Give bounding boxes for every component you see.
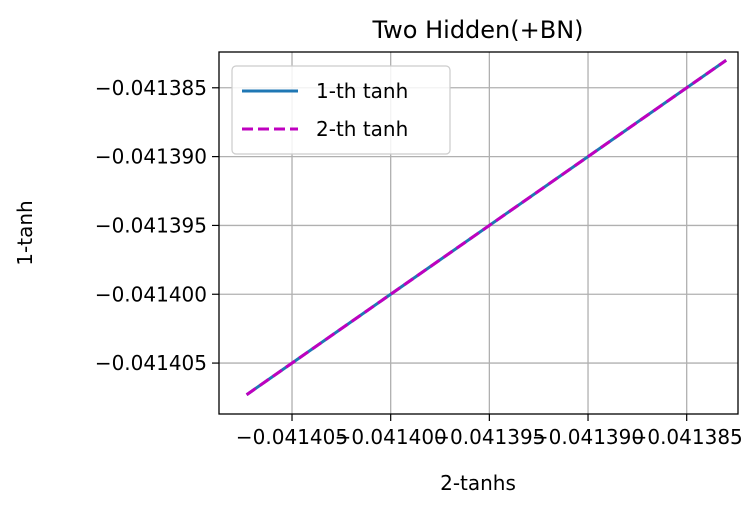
plot-frame bbox=[218, 51, 739, 415]
x-tick-label: −0.041385 bbox=[631, 425, 743, 449]
x-tick-label: −0.041395 bbox=[433, 425, 545, 449]
series-lines bbox=[245, 59, 728, 396]
y-tick-label: −0.041405 bbox=[95, 351, 207, 375]
x-tick-label: −0.041405 bbox=[236, 425, 348, 449]
x-axis-title: 2-tanhs bbox=[440, 471, 516, 495]
series-line-2 bbox=[245, 59, 728, 396]
y-axis-title: 1-tanh bbox=[13, 200, 37, 265]
x-axis: −0.041405−0.041400−0.041395−0.041390−0.0… bbox=[236, 414, 743, 449]
y-tick-label: −0.041400 bbox=[95, 282, 207, 306]
y-tick-label: −0.041385 bbox=[95, 76, 207, 100]
legend-label-1: 1-th tanh bbox=[316, 79, 408, 103]
y-axis: −0.041405 −0.041400 −0.041395 −0.041390 −0.0… bbox=[95, 76, 219, 375]
y-tick-label: −0.041395 bbox=[95, 213, 207, 237]
x-tick-label: −0.041400 bbox=[335, 425, 447, 449]
x-tick-label: −0.041390 bbox=[532, 425, 644, 449]
chart-title: Two Hidden(+BN) bbox=[371, 16, 583, 44]
legend-box bbox=[231, 65, 451, 155]
legend: 1-th tanh 2-th tanh bbox=[231, 65, 451, 155]
legend-label-2: 2-th tanh bbox=[316, 117, 408, 141]
y-tick-label: −0.041390 bbox=[95, 145, 207, 169]
